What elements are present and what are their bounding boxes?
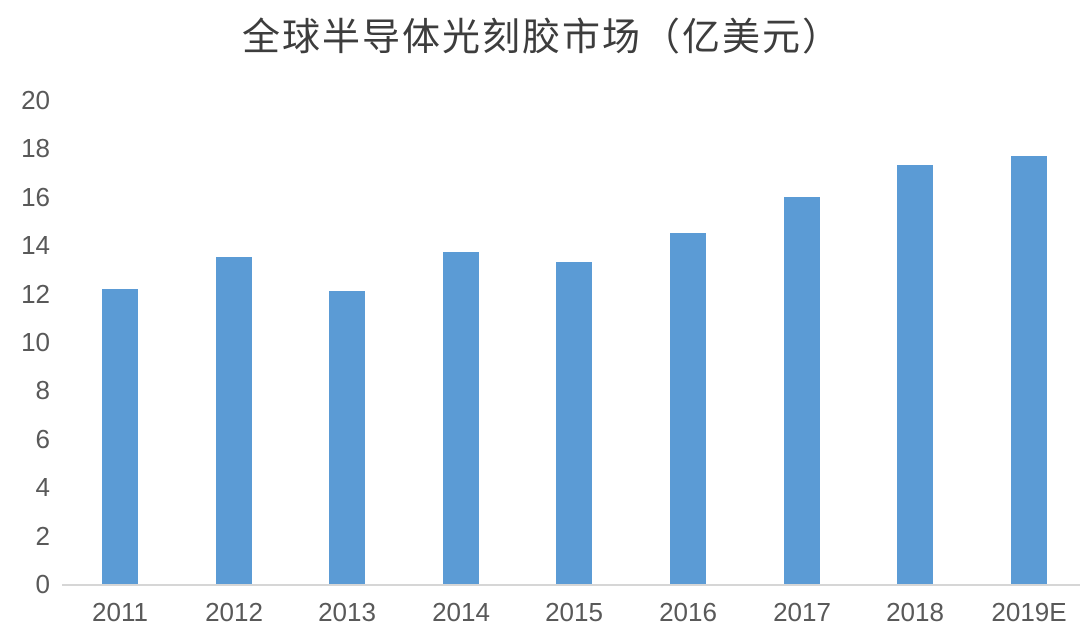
bar-2016	[670, 233, 706, 584]
bar-2015	[556, 262, 592, 584]
x-tick-label: 2014	[432, 597, 490, 627]
x-tick-label: 2016	[659, 597, 717, 627]
x-tick-label: 2018	[886, 597, 944, 627]
chart-title: 全球半导体光刻胶市场（亿美元）	[241, 17, 842, 59]
x-axis-line	[62, 584, 1080, 586]
bar-2012	[216, 257, 252, 584]
x-tick-label: 2012	[205, 597, 263, 627]
x-tick-label: 2015	[545, 597, 603, 627]
y-tick-label: 4	[35, 472, 50, 503]
y-tick-label: 6	[35, 423, 50, 454]
bar-2017	[784, 197, 820, 584]
bar-2013	[329, 291, 365, 584]
y-tick-label: 18	[21, 133, 50, 164]
y-tick-label: 0	[35, 569, 50, 599]
x-tick-label: 2013	[318, 597, 376, 627]
bar-2011	[102, 289, 138, 584]
y-tick-label: 8	[35, 375, 50, 406]
bar-2014	[443, 252, 479, 584]
y-tick-label: 20	[21, 85, 50, 115]
x-tick-label: 2019E	[991, 597, 1067, 627]
y-tick-label: 16	[21, 181, 50, 212]
y-tick-label: 12	[21, 278, 50, 309]
y-tick-label: 10	[21, 327, 50, 357]
x-tick-label: 2011	[92, 597, 148, 627]
bar-2019E	[1011, 156, 1047, 584]
x-tick-label: 2017	[773, 597, 831, 627]
bar-2018	[897, 165, 933, 584]
y-tick-label: 2	[35, 520, 50, 551]
y-tick-label: 14	[21, 230, 50, 261]
